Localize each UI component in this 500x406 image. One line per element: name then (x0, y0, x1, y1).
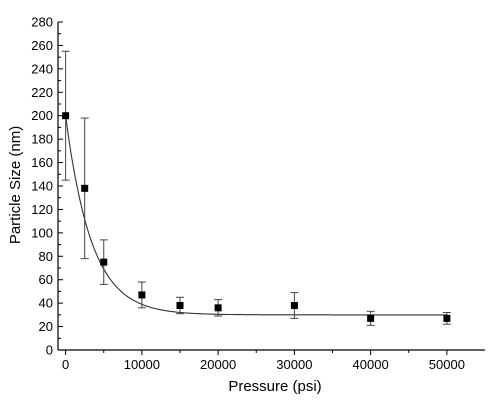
data-point (62, 112, 70, 120)
y-tick-label: 280 (31, 15, 53, 30)
y-tick-label: 0 (46, 343, 53, 358)
y-tick-label: 240 (31, 61, 53, 76)
ticks: 0 20 40 60 80 100 120 140 160 180 200 220 240 260 280 0… (31, 15, 465, 373)
y-tick-label: 40 (39, 296, 53, 311)
y-tick-label: 120 (31, 202, 53, 217)
y-tick-label: 180 (31, 132, 53, 147)
data-point (214, 304, 222, 312)
data-point (176, 301, 184, 309)
x-tick-label: 50000 (429, 357, 465, 372)
y-tick-label: 80 (39, 249, 53, 264)
x-tick-label: 40000 (353, 357, 389, 372)
x-tick-label: 10000 (124, 357, 160, 372)
data-point (100, 258, 108, 266)
y-tick-label: 100 (31, 225, 53, 240)
y-tick-label: 60 (39, 272, 53, 287)
y-tick-label: 260 (31, 38, 53, 53)
fit-layer (65, 115, 447, 316)
y-tick-label: 220 (31, 85, 53, 100)
y-tick-label: 20 (39, 319, 53, 334)
y-tick-label: 200 (31, 108, 53, 123)
x-tick-label: 20000 (200, 357, 236, 372)
data-point (443, 314, 451, 322)
y-tick-label: 140 (31, 179, 53, 194)
data-point (367, 314, 375, 322)
x-axis-label: Pressure (psi) (228, 378, 321, 395)
error-bars (61, 50, 451, 326)
data-point (138, 291, 146, 299)
x-tick-label: 30000 (276, 357, 312, 372)
data-point (81, 184, 89, 192)
data-points (62, 112, 451, 322)
y-axis-label: Particle Size (nm) (7, 126, 24, 244)
fit-curve (65, 115, 447, 316)
axes (57, 22, 485, 351)
x-tick-label: 0 (62, 357, 69, 372)
y-tick-label: 160 (31, 155, 53, 170)
data-point (290, 301, 298, 309)
